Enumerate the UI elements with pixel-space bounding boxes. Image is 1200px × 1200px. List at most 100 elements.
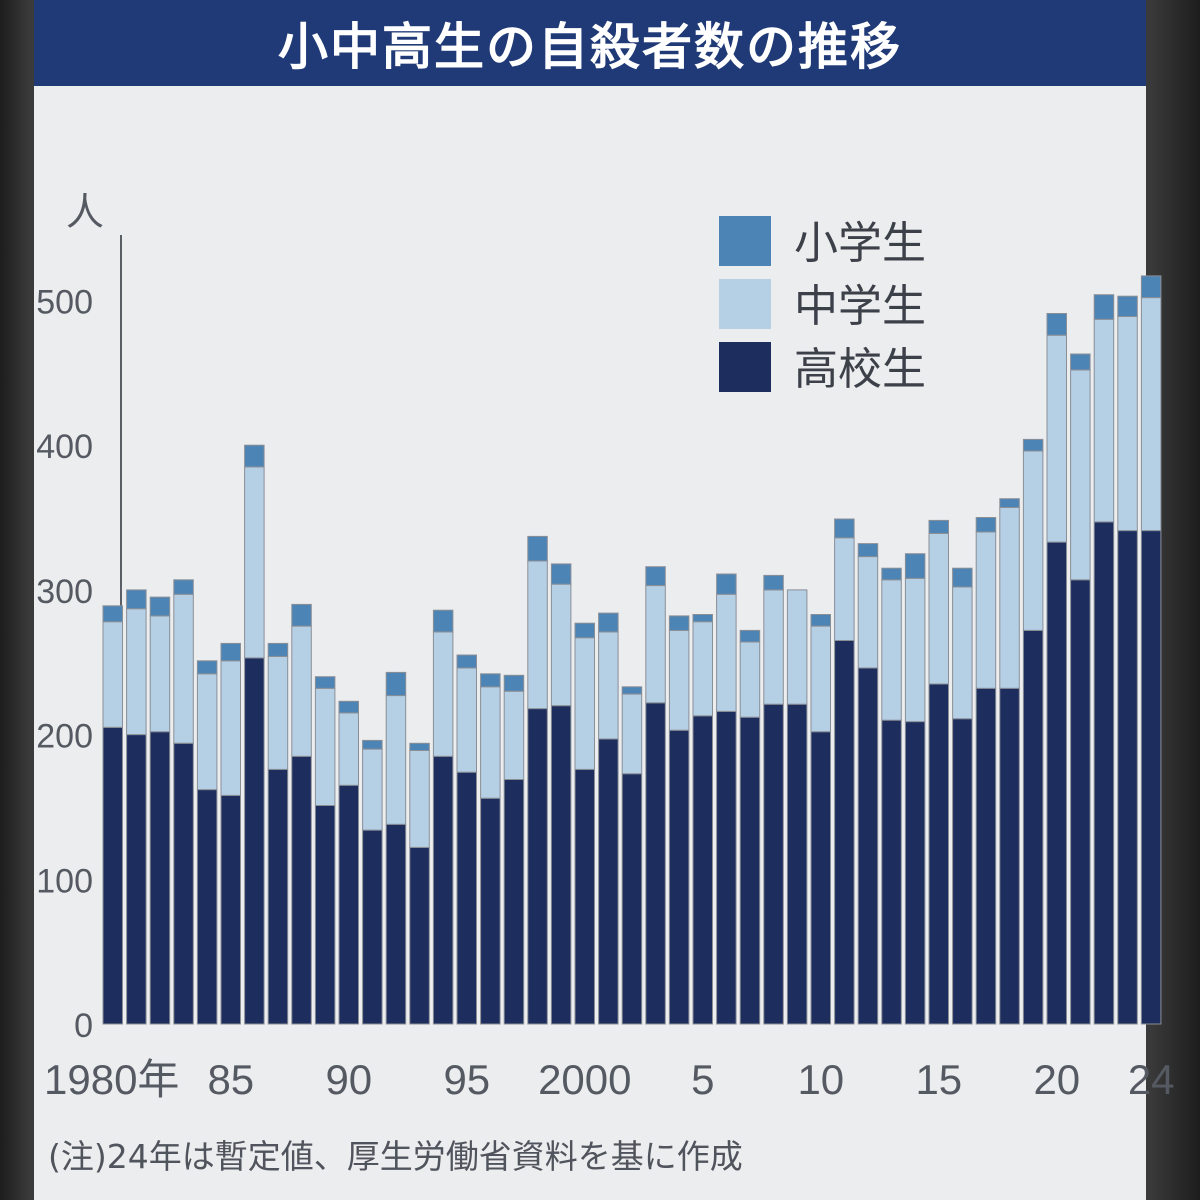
bar-2002-elementary (621, 686, 643, 695)
bar-1983-high-school (173, 742, 194, 1025)
bar-2004-junior-high (668, 629, 690, 731)
bar-2022-junior-high (1093, 318, 1115, 523)
bar-2010-junior-high (810, 625, 831, 733)
bars (102, 275, 1162, 1025)
bar-2015-high-school (928, 683, 949, 1025)
bar-2001-junior-high (598, 631, 619, 740)
bar-1984-high-school (196, 789, 218, 1025)
bar-2023-elementary (1117, 295, 1138, 318)
bar-1980-high-school (102, 726, 123, 1025)
source-note: (注)24年は暫定値、厚生労働省資料を基に作成 (48, 1137, 743, 1176)
bar-1991-high-school (362, 829, 383, 1025)
legend-swatch-high-school (719, 342, 771, 392)
x-tick-1995: 95 (443, 1056, 490, 1103)
bar-2000-high-school (574, 768, 595, 1025)
bar-2011-high-school (834, 640, 855, 1025)
bar-2021-junior-high (1070, 369, 1091, 581)
bar-2018-high-school (999, 687, 1020, 1025)
bar-2001-high-school (598, 738, 619, 1025)
bar-1985-elementary (220, 642, 241, 662)
bar-1992-high-school (385, 823, 407, 1025)
bar-2021-elementary (1070, 353, 1091, 371)
bar-1993-high-school (409, 847, 430, 1025)
bar-1999-elementary (550, 563, 572, 585)
bar-1985-junior-high (220, 660, 241, 796)
bar-1985-high-school (220, 794, 241, 1025)
bar-2020-elementary (1046, 313, 1067, 336)
bar-2004-high-school (668, 729, 690, 1025)
bar-2012-elementary (857, 543, 879, 558)
x-tick-2015: 15 (915, 1056, 962, 1103)
bar-2002-high-school (621, 773, 643, 1025)
chart-title: 小中高生の自殺者数の推移 (34, 0, 1146, 86)
bar-1992-junior-high (385, 695, 407, 825)
bar-1997-high-school (503, 779, 525, 1025)
bar-2018-junior-high (999, 506, 1020, 689)
bar-2011-junior-high (834, 537, 855, 641)
bar-2012-junior-high (857, 556, 879, 669)
bar-2017-elementary (975, 517, 997, 533)
bar-1994-elementary (432, 609, 454, 633)
bar-2009-junior-high (786, 589, 808, 705)
bar-1994-junior-high (432, 631, 454, 757)
y-tick-400: 400 (36, 428, 93, 466)
y-axis-unit: 人 (66, 192, 104, 234)
bar-2007-high-school (739, 716, 761, 1025)
bar-2006-elementary (716, 573, 737, 595)
bar-1999-high-school (550, 705, 572, 1025)
bar-2005-high-school (692, 715, 713, 1025)
bar-1990-high-school (338, 784, 359, 1025)
bar-2013-high-school (881, 719, 902, 1025)
bar-2003-high-school (645, 702, 666, 1025)
bar-1996-junior-high (480, 686, 501, 799)
bar-2020-junior-high (1046, 334, 1067, 543)
bar-1990-junior-high (338, 712, 359, 786)
legend-label-high-school: 高校生 (794, 344, 926, 395)
bar-2002-junior-high (621, 693, 643, 775)
x-tick-1990: 90 (325, 1056, 372, 1103)
y-tick-0: 0 (74, 1007, 93, 1045)
bar-2000-elementary (574, 622, 595, 639)
y-tick-200: 200 (36, 718, 93, 756)
bar-1998-junior-high (527, 560, 548, 710)
bar-2005-elementary (692, 614, 713, 623)
bar-2007-elementary (739, 629, 761, 643)
y-tick-500: 500 (36, 284, 93, 322)
bar-2001-elementary (598, 612, 619, 633)
bar-2010-high-school (810, 731, 831, 1025)
bar-1987-elementary (267, 642, 289, 657)
bar-2014-junior-high (904, 577, 926, 723)
x-tick-2000: 2000 (538, 1056, 631, 1103)
bar-1988-junior-high (291, 625, 312, 757)
bar-2011-elementary (834, 518, 855, 539)
bar-1981-high-school (126, 734, 147, 1025)
bar-1997-junior-high (503, 690, 525, 781)
bar-2023-high-school (1117, 530, 1138, 1025)
bar-1981-elementary (126, 589, 147, 610)
bar-1989-junior-high (314, 687, 336, 806)
bar-1989-high-school (314, 805, 336, 1025)
bar-2022-elementary (1093, 294, 1115, 320)
bar-2017-high-school (975, 687, 997, 1025)
bar-2008-high-school (763, 703, 784, 1025)
bar-2017-junior-high (975, 531, 997, 689)
bar-1998-elementary (527, 535, 548, 562)
bar-1982-junior-high (149, 615, 171, 733)
bar-2003-junior-high (645, 585, 666, 704)
bar-1995-high-school (456, 771, 477, 1025)
bar-2019-elementary (1022, 438, 1044, 452)
bar-1991-junior-high (362, 748, 383, 831)
bar-1994-high-school (432, 755, 454, 1025)
bar-1992-elementary (385, 671, 407, 697)
bar-1983-elementary (173, 579, 194, 595)
bar-1986-high-school (244, 657, 265, 1025)
bar-2012-high-school (857, 667, 879, 1025)
y-tick-300: 300 (36, 573, 93, 611)
bar-2016-elementary (952, 567, 973, 588)
bar-1988-elementary (291, 603, 312, 627)
x-tick-labels: 1980年 85 90 95 2000 5 10 15 20 24 (44, 1056, 1175, 1103)
x-tick-2005: 5 (691, 1056, 714, 1103)
bar-1988-high-school (291, 755, 312, 1025)
bar-1984-elementary (196, 660, 218, 675)
bar-2024-elementary (1140, 275, 1162, 299)
